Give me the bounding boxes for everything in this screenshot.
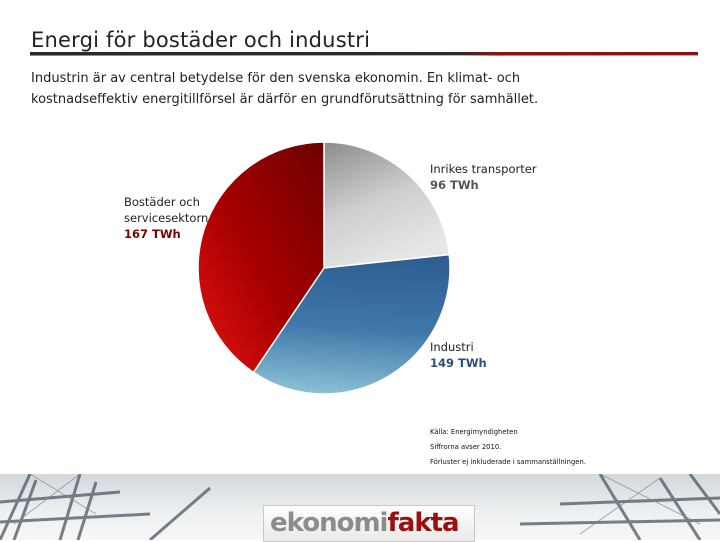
label-residential-value: 167 TWh <box>124 227 181 241</box>
pie-slice-residential <box>197 141 325 374</box>
label-residential-name-line-2: servicesektorn <box>124 211 209 225</box>
source-notes: Källa: Energimyndigheten Siffrorna avser… <box>430 425 586 470</box>
year-note: Siffrorna avser 2010. <box>430 443 502 451</box>
label-residential-name-line-1: Bostäder och <box>124 195 200 209</box>
page-title: Energi för bostäder och industri <box>31 28 371 52</box>
label-transport-name: Inrikes transporter <box>430 162 537 176</box>
description-line-2: kostnadseffektiv energitillförsel är där… <box>31 92 539 107</box>
label-industry-name: Industri <box>430 340 474 354</box>
label-transport: Inrikes transporter 96 TWh <box>430 161 537 193</box>
label-residential: Bostäder och servicesektorn 167 TWh <box>124 194 208 242</box>
logo-part-2: fakta <box>387 508 459 538</box>
pie-chart <box>197 141 451 395</box>
pie-slice-transport <box>323 141 451 269</box>
logo-text: ekonomifakta <box>270 508 460 538</box>
pie-slice-industry <box>252 253 451 395</box>
title-underline-shadow <box>30 55 698 56</box>
losses-note: Förluster ej inkluderade i sammanställni… <box>430 458 586 466</box>
description-line-1: Industrin är av central betydelse för de… <box>31 71 521 86</box>
label-transport-value: 96 TWh <box>430 178 479 192</box>
power-tower-graphic <box>0 474 720 540</box>
ekonomifakta-logo: ekonomifakta <box>263 505 475 542</box>
title-underline <box>30 52 698 55</box>
description: Industrin är av central betydelse för de… <box>31 68 691 110</box>
logo-part-1: ekonomi <box>270 508 388 538</box>
source-line: Källa: Energimyndigheten <box>430 428 518 436</box>
label-industry-value: 149 TWh <box>430 356 487 370</box>
label-industry: Industri 149 TWh <box>430 339 487 371</box>
